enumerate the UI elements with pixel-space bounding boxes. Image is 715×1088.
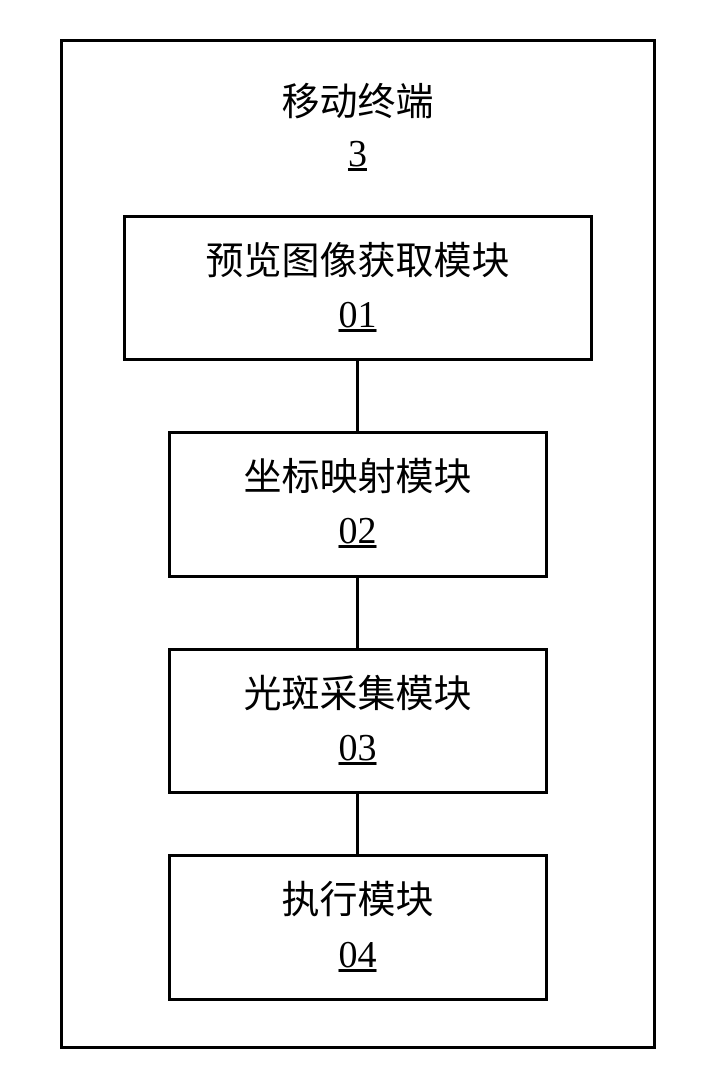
- module-box-1: 预览图像获取模块 01: [123, 215, 593, 362]
- module-title: 坐标映射模块: [201, 452, 515, 505]
- connector-3: [356, 794, 359, 854]
- module-title: 执行模块: [201, 875, 515, 928]
- module-number: 04: [201, 931, 515, 980]
- diagram-header: 移动终端 3: [281, 77, 433, 180]
- module-number: 02: [201, 507, 515, 556]
- outer-container: 移动终端 3 预览图像获取模块 01 坐标映射模块 02 光斑采集模块 03 执…: [60, 39, 656, 1049]
- connector-2: [356, 578, 359, 648]
- module-box-3: 光斑采集模块 03: [168, 648, 548, 795]
- module-title: 光斑采集模块: [201, 669, 515, 722]
- connector-1: [356, 361, 359, 431]
- module-box-2: 坐标映射模块 02: [168, 431, 548, 578]
- header-title: 移动终端: [281, 77, 433, 130]
- module-title: 预览图像获取模块: [156, 236, 560, 289]
- module-number: 01: [156, 291, 560, 340]
- module-number: 03: [201, 724, 515, 773]
- header-number: 3: [281, 130, 433, 179]
- module-box-4: 执行模块 04: [168, 854, 548, 1001]
